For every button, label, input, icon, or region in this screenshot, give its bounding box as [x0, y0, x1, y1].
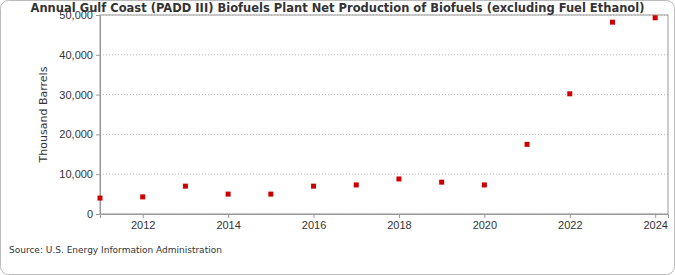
y-axis-title: Thousand Barrels — [37, 66, 50, 163]
y-tick: 20,000 — [59, 128, 100, 140]
x-tick: 2014 — [216, 214, 240, 231]
x-tick-label: 2022 — [558, 219, 582, 231]
grid-line — [100, 174, 668, 175]
x-axis-line — [101, 215, 669, 219]
source: Source: U.S. Energy Information Administ… — [9, 245, 222, 255]
point — [482, 182, 487, 187]
x-tick: 2022 — [558, 214, 582, 231]
y-tick-label: 20,000 — [59, 128, 93, 140]
point — [98, 196, 103, 201]
y-tick-mark — [96, 174, 100, 175]
grid-line — [100, 54, 668, 55]
y-tick-label: 40,000 — [59, 49, 93, 61]
y-tick-mark — [96, 95, 100, 96]
title: Annual Gulf Coast (PADD III) Biofuels Pl… — [31, 1, 645, 15]
x-tick-mark — [143, 214, 144, 218]
point — [311, 184, 316, 189]
y-tick-label: 0 — [87, 208, 93, 220]
point — [354, 182, 359, 187]
point — [140, 194, 145, 199]
plot: 010,00020,00030,00040,00050,000201220142… — [59, 9, 668, 231]
x-tick-mark — [484, 214, 485, 218]
x-tick-label: 2018 — [387, 219, 411, 231]
point — [567, 91, 572, 96]
point — [396, 176, 401, 181]
y-tick: 30,000 — [59, 89, 100, 101]
x-tick: 2018 — [387, 214, 411, 231]
x-tick-mark — [570, 214, 571, 218]
y-tick-mark — [96, 55, 100, 56]
x-tick-mark — [655, 214, 656, 218]
x-tick: 2012 — [131, 214, 155, 231]
y-tick: 10,000 — [59, 168, 100, 180]
y-tick-mark — [96, 214, 100, 215]
point — [226, 192, 231, 197]
chart: 010,00020,00030,00040,00050,000201220142… — [0, 0, 675, 275]
background — [1, 1, 675, 275]
point — [439, 180, 444, 185]
grid-line — [100, 94, 668, 95]
x-tick-mark — [314, 214, 315, 218]
y-tick: 40,000 — [59, 49, 100, 61]
grid — [100, 15, 668, 214]
y-tick-label: 10,000 — [59, 168, 93, 180]
point — [183, 184, 188, 189]
grid-line — [100, 134, 668, 135]
x-tick: 2016 — [302, 214, 326, 231]
points — [98, 15, 658, 200]
x-tick-label: 2014 — [216, 219, 240, 231]
x-tick-label: 2020 — [473, 219, 497, 231]
x-axis: 2012 2014 2016 2018 2020 2022 2024 — [101, 214, 669, 231]
x-tick-label: 2024 — [643, 219, 667, 231]
y-tick: 0 — [87, 208, 100, 220]
y-tick-mark — [96, 134, 100, 135]
x-tick: 2024 — [643, 214, 667, 231]
point — [653, 15, 658, 20]
x-tick: 2020 — [473, 214, 497, 231]
point — [268, 192, 273, 197]
x-tick-label: 2016 — [302, 219, 326, 231]
x-tick-mark — [399, 214, 400, 218]
plot-frame — [100, 15, 668, 214]
point — [610, 20, 615, 25]
y-tick-label: 30,000 — [59, 89, 93, 101]
y-tick-mark — [96, 15, 100, 16]
x-tick-label: 2012 — [131, 219, 155, 231]
point — [525, 142, 530, 147]
x-tick-mark — [228, 214, 229, 218]
y-axis: 010,00020,00030,00040,00050,000 — [59, 9, 100, 220]
y-axis-line — [96, 16, 101, 215]
